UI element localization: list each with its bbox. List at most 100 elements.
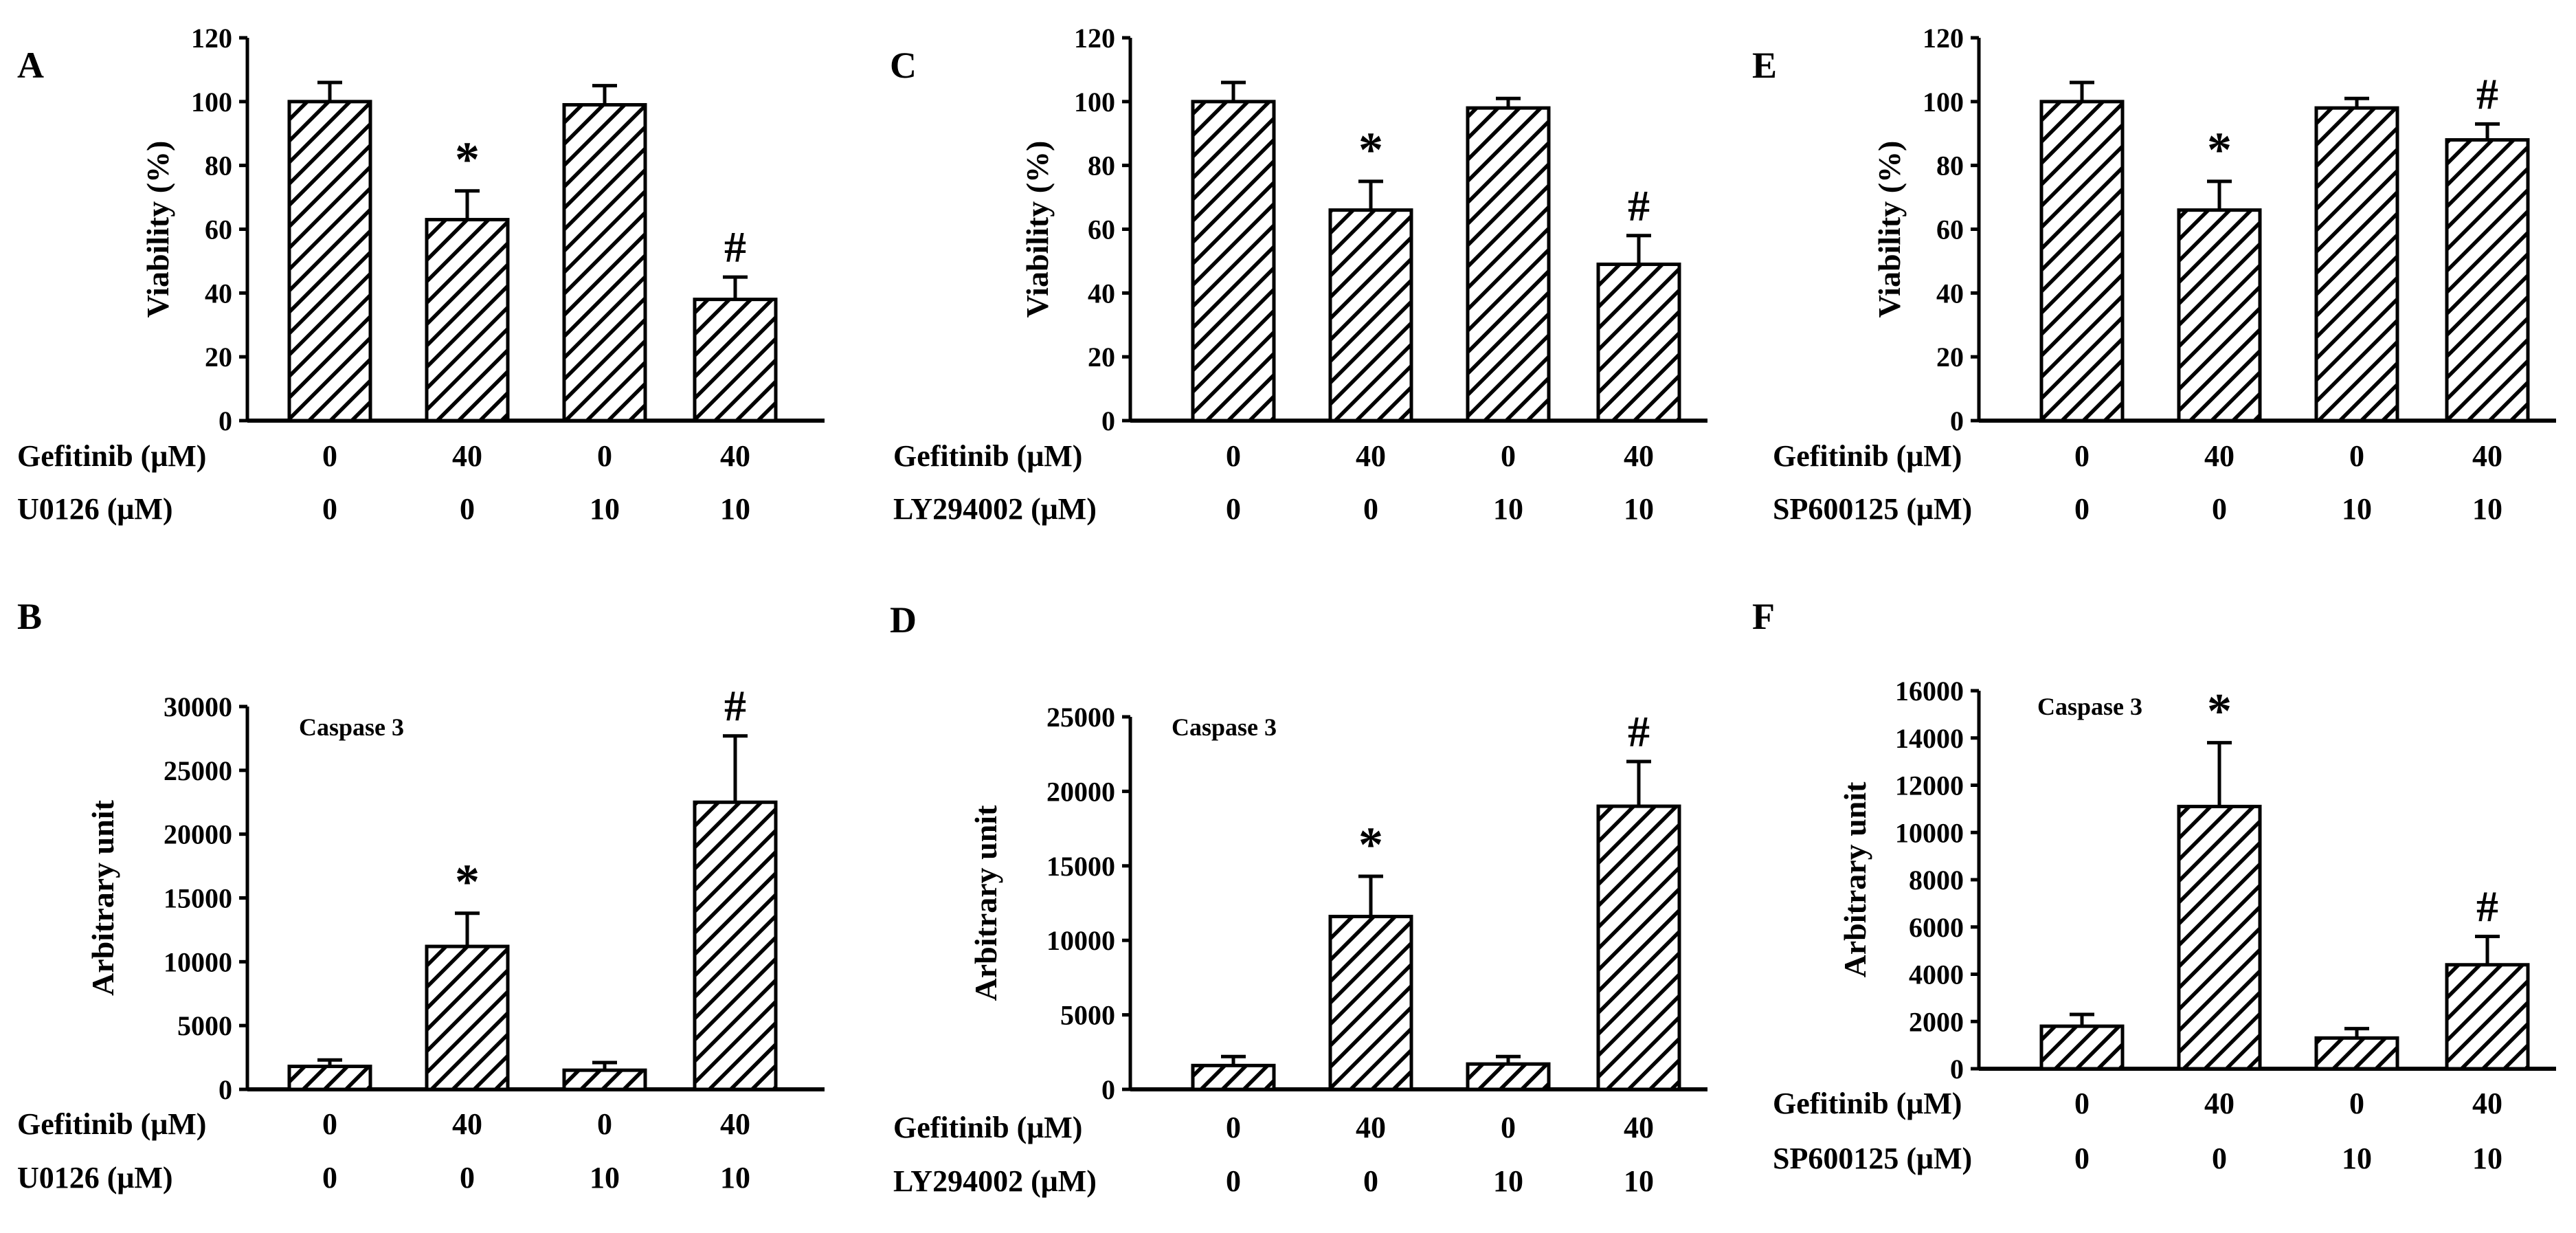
y-tick-label: 100 <box>1074 87 1115 118</box>
bar <box>562 102 647 423</box>
y-tick-label: 60 <box>1936 214 1964 245</box>
treatment-value: 10 <box>2472 1142 2502 1175</box>
treatment-value: 40 <box>452 1107 482 1141</box>
y-axis-label: Arbitrary unit <box>968 805 1003 1001</box>
y-tick-label: 10000 <box>1046 925 1115 956</box>
treatment-value: 10 <box>590 492 620 526</box>
treatment-value: 0 <box>597 1107 612 1141</box>
treatment-value: 0 <box>2349 439 2364 473</box>
y-tick-label: 40 <box>1936 278 1964 309</box>
bar <box>287 100 372 423</box>
significance-hash: # <box>724 682 746 731</box>
significance-asterisk: * <box>455 132 480 187</box>
treatment-value: 40 <box>452 439 482 473</box>
bar <box>1328 208 1413 423</box>
treatment-value: 0 <box>460 1161 475 1195</box>
y-tick-label: 120 <box>1923 23 1964 54</box>
treatment-value: 0 <box>322 1161 337 1195</box>
treatment-row-label: LY294002 (μM) <box>893 492 1097 526</box>
panel-F: F0200040006000800010000120001400016000Ar… <box>1752 596 2556 1175</box>
treatment-value: 0 <box>1226 439 1241 473</box>
treatment-value: 10 <box>720 492 750 526</box>
y-tick-label: 5000 <box>177 1010 232 1041</box>
treatment-value: 0 <box>1501 439 1516 473</box>
significance-hash: # <box>2476 882 2498 931</box>
y-tick-label: 30000 <box>164 691 232 722</box>
y-tick-label: 12000 <box>1895 770 1964 801</box>
treatment-value: 10 <box>1493 492 1523 526</box>
treatment-value: 0 <box>2212 1142 2227 1175</box>
treatment-row-label: Gefitinib (μM) <box>893 1111 1082 1144</box>
y-tick-label: 20 <box>1936 342 1964 373</box>
inset-label: Caspase 3 <box>2037 693 2142 720</box>
bar <box>693 298 778 423</box>
y-tick-label: 20000 <box>164 819 232 850</box>
y-tick-label: 10000 <box>164 946 232 977</box>
treatment-row-label: U0126 (μM) <box>17 492 173 526</box>
y-tick-label: 0 <box>219 1074 232 1105</box>
y-tick-label: 16000 <box>1895 676 1964 707</box>
treatment-value: 10 <box>2342 1142 2372 1175</box>
bar <box>1466 1062 1551 1091</box>
bar <box>1328 915 1413 1091</box>
y-tick-label: 2000 <box>1909 1006 1964 1037</box>
treatment-value: 40 <box>1356 439 1386 473</box>
treatment-value: 0 <box>322 492 337 526</box>
treatment-value: 0 <box>1501 1111 1516 1144</box>
y-axis-label: Arbitrary unit <box>85 799 120 996</box>
treatment-value: 0 <box>1363 1164 1378 1198</box>
y-tick-label: 6000 <box>1909 912 1964 943</box>
panel-letter: E <box>1752 45 1777 86</box>
treatment-value: 0 <box>2074 1087 2090 1120</box>
y-tick-label: 0 <box>219 406 232 436</box>
treatment-value: 40 <box>720 1107 750 1141</box>
treatment-value: 0 <box>1226 492 1241 526</box>
bar <box>1596 263 1681 423</box>
y-tick-label: 20 <box>1088 342 1115 373</box>
y-tick-label: 14000 <box>1895 723 1964 754</box>
treatment-value: 0 <box>322 1107 337 1141</box>
treatment-value: 0 <box>2212 492 2227 526</box>
y-axis-label: Viability (%) <box>1020 141 1055 318</box>
treatment-value: 0 <box>1226 1111 1241 1144</box>
treatment-value: 40 <box>2472 439 2502 473</box>
bar <box>2445 963 2530 1071</box>
bar <box>2177 208 2262 423</box>
y-tick-label: 60 <box>1088 214 1115 245</box>
bar <box>2314 106 2399 423</box>
inset-label: Caspase 3 <box>1172 713 1277 741</box>
treatment-value: 0 <box>2349 1087 2364 1120</box>
treatment-row-label: U0126 (μM) <box>17 1161 173 1195</box>
panel-letter: F <box>1752 596 1775 637</box>
treatment-value: 10 <box>2472 492 2502 526</box>
significance-asterisk: * <box>455 854 480 909</box>
inset-label: Caspase 3 <box>299 713 404 741</box>
y-tick-label: 15000 <box>164 883 232 914</box>
y-tick-label: 20 <box>205 342 232 373</box>
treatment-value: 40 <box>1356 1111 1386 1144</box>
treatment-value: 0 <box>2074 439 2090 473</box>
bar <box>1466 106 1551 423</box>
bar <box>1596 804 1681 1091</box>
treatment-row-label: SP600125 (μM) <box>1773 1142 1972 1175</box>
significance-hash: # <box>724 223 746 271</box>
treatment-value: 0 <box>460 492 475 526</box>
bar <box>2445 138 2530 423</box>
treatment-value: 10 <box>1624 1164 1654 1198</box>
treatment-row-label: Gefitinib (μM) <box>1773 439 1962 473</box>
treatment-value: 40 <box>1624 439 1654 473</box>
treatment-value: 10 <box>2342 492 2372 526</box>
significance-hash: # <box>1628 707 1650 756</box>
treatment-value: 10 <box>1493 1164 1523 1198</box>
bar <box>1191 100 1276 423</box>
bar <box>425 218 510 423</box>
panel-letter: A <box>17 45 44 86</box>
y-tick-label: 40 <box>205 278 232 309</box>
panel-letter: C <box>890 45 917 86</box>
panel-letter: B <box>17 596 42 637</box>
treatment-value: 0 <box>597 439 612 473</box>
y-tick-label: 0 <box>1950 1054 1964 1085</box>
bar <box>1191 1063 1276 1091</box>
